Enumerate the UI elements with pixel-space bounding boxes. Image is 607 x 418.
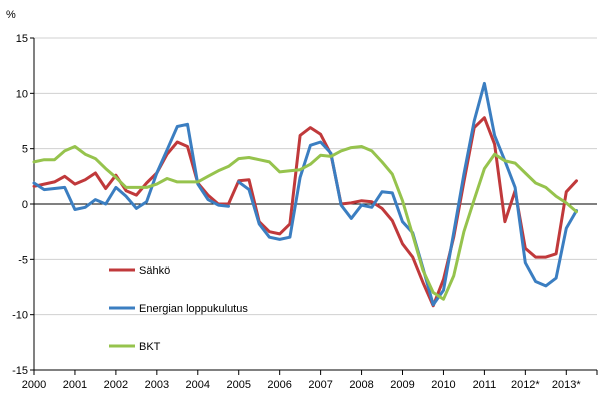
legend-label-1: Sähkö bbox=[139, 265, 170, 277]
x-tick-label: 2002 bbox=[104, 379, 128, 391]
series-line-3 bbox=[32, 145, 578, 301]
x-tick-label: 2003 bbox=[145, 379, 169, 391]
x-tick-label: 2009 bbox=[390, 379, 414, 391]
y-tick-label: 10 bbox=[16, 88, 28, 100]
series-lines bbox=[32, 81, 578, 308]
series-line-1 bbox=[32, 116, 578, 308]
x-tick-label: 2012* bbox=[511, 379, 540, 391]
y-tick-label: 15 bbox=[16, 33, 28, 45]
x-tick-label: 2010 bbox=[431, 379, 455, 391]
x-tick-label: 2008 bbox=[349, 379, 373, 391]
x-tick-label: 2007 bbox=[308, 379, 332, 391]
y-tick-label: -5 bbox=[18, 254, 28, 266]
x-tick-label: 2013* bbox=[552, 379, 581, 391]
y-tick-label: 0 bbox=[22, 199, 28, 211]
legend: Sähkö Energian loppukulutus BKT bbox=[109, 265, 248, 353]
axes: -15 -10 -5 0 5 10 15 2000 2001 2002 2003 2004 2005 20… bbox=[12, 33, 598, 391]
gridlines bbox=[34, 37, 597, 316]
y-tick-label: 5 bbox=[22, 144, 28, 156]
x-tick-label: 2001 bbox=[63, 379, 87, 391]
y-tick-label: -10 bbox=[12, 310, 28, 322]
legend-label-3: BKT bbox=[139, 341, 161, 353]
x-tick-label: 2006 bbox=[267, 379, 291, 391]
y-tick-label: -15 bbox=[12, 365, 28, 377]
x-tick-label: 2005 bbox=[226, 379, 250, 391]
y-axis-unit-label: % bbox=[6, 9, 16, 21]
series-line-2 bbox=[32, 81, 578, 307]
x-tick-label: 2000 bbox=[22, 379, 46, 391]
x-tick-label: 2004 bbox=[186, 379, 210, 391]
x-tick-label: 2011 bbox=[473, 379, 497, 391]
legend-label-2: Energian loppukulutus bbox=[139, 303, 248, 315]
